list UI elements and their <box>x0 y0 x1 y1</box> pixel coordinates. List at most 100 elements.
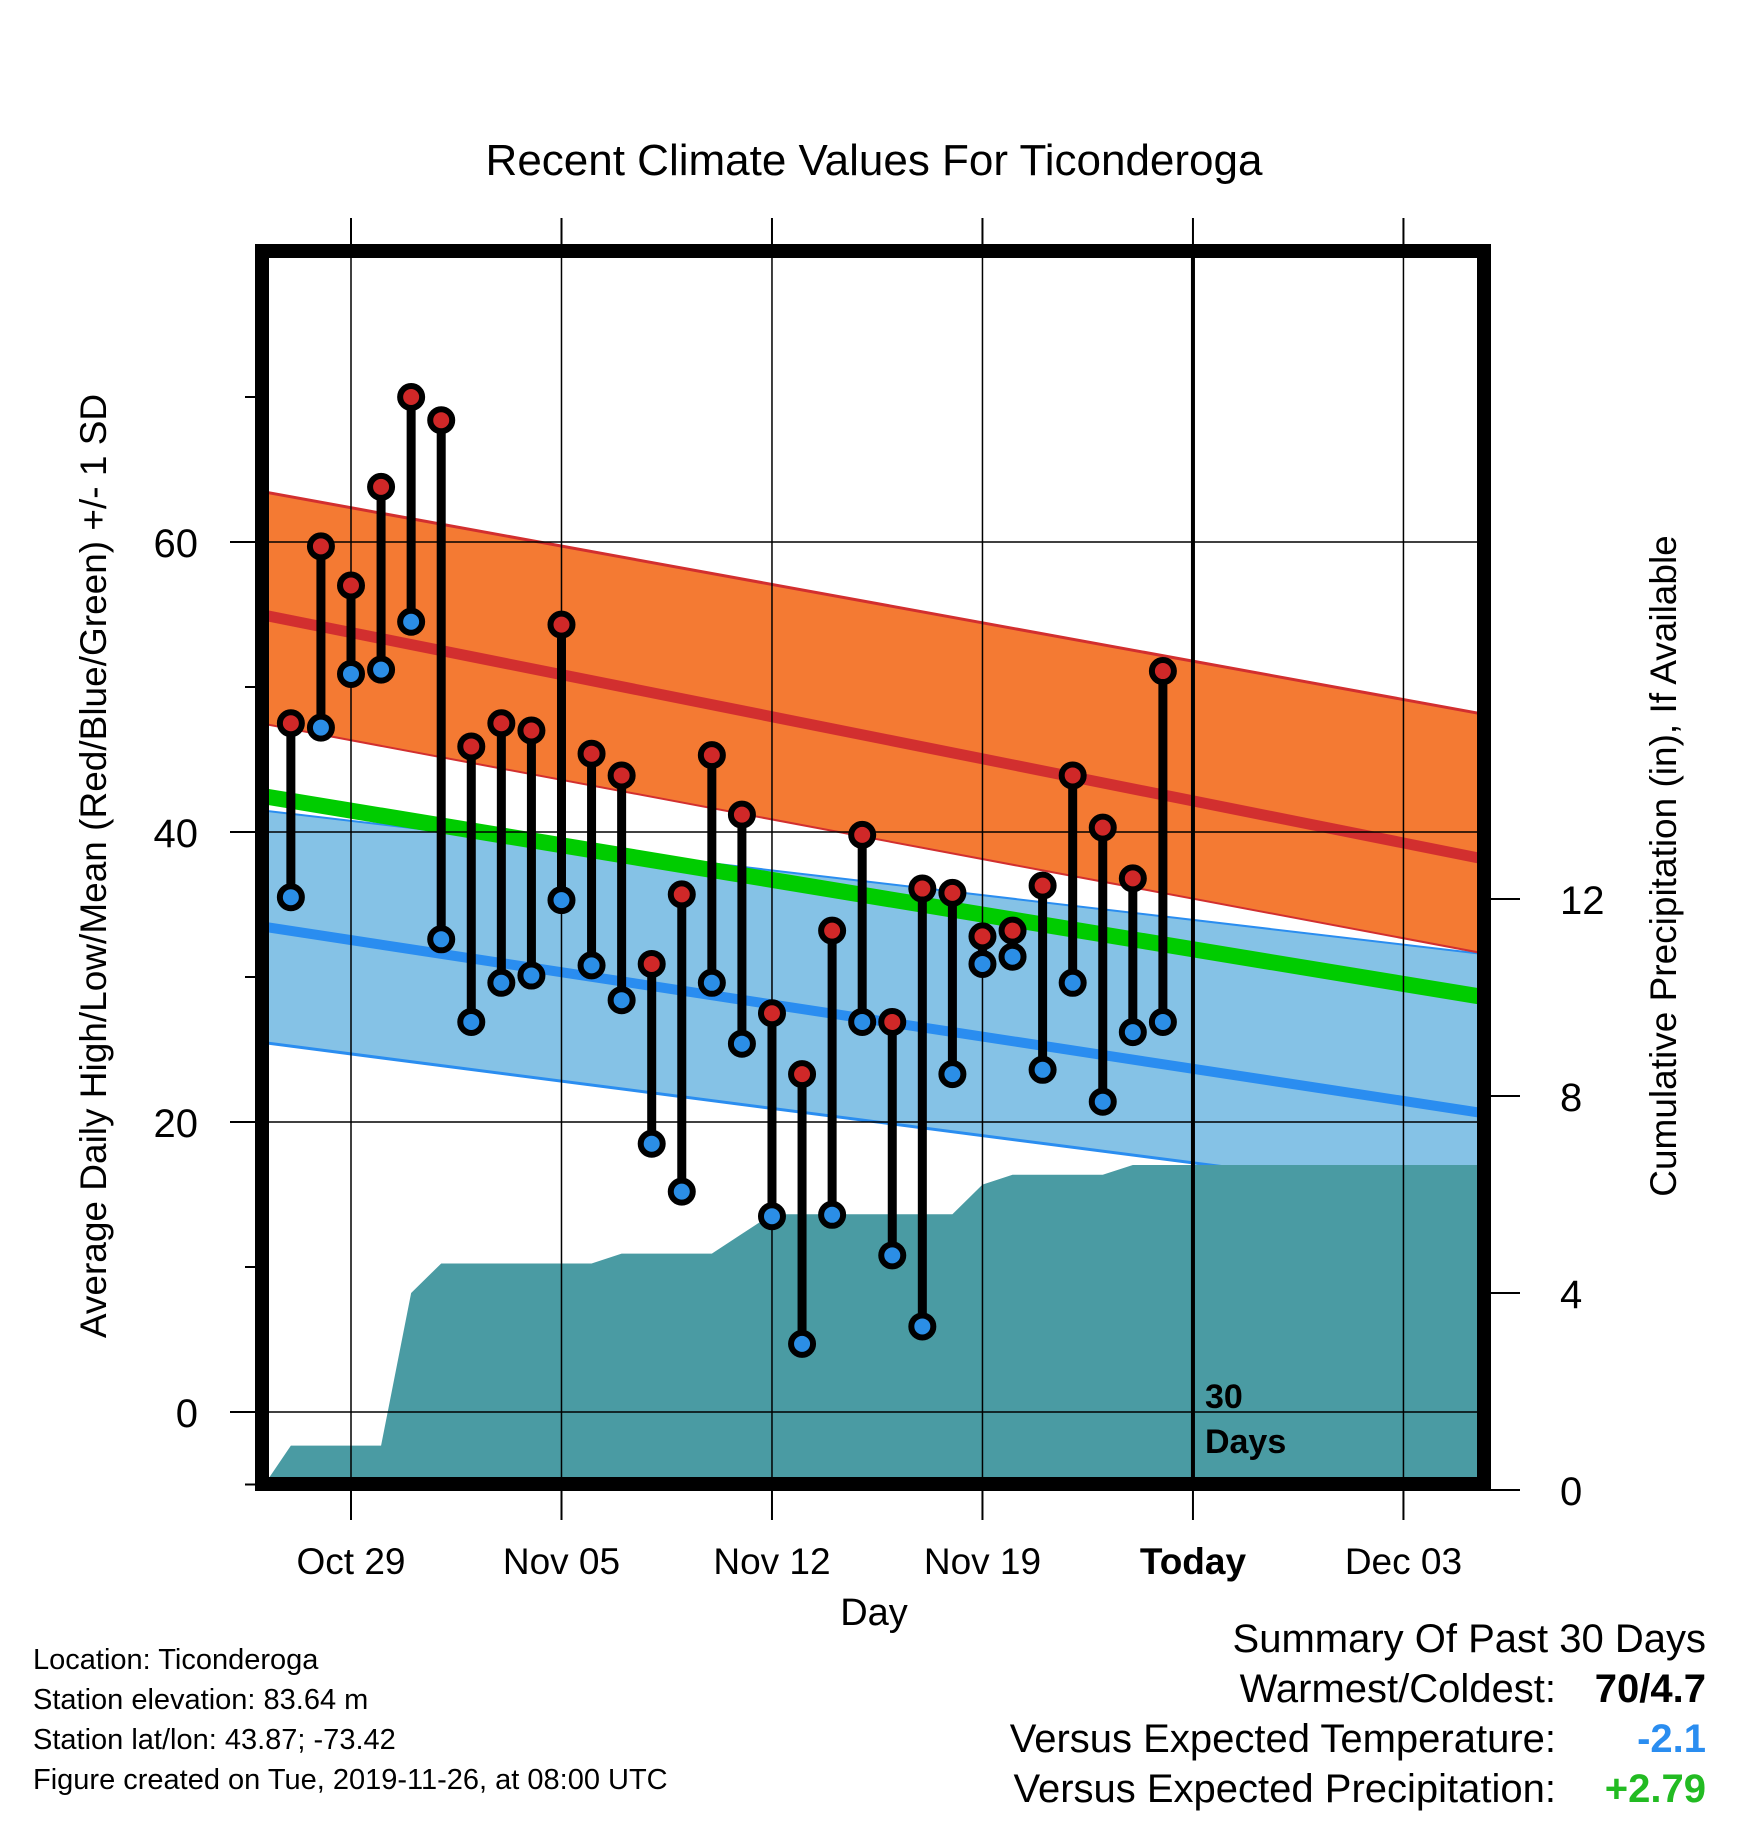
y2-tick-label: 12 <box>1560 879 1605 923</box>
high-plus-sd-line <box>262 489 1484 716</box>
high-temp-point <box>908 874 937 903</box>
x-tick-label: Today <box>1140 1541 1247 1582</box>
high-temp-point <box>788 1060 817 1089</box>
high-temp-point <box>457 732 486 761</box>
y-axis-label: Average Daily High/Low/Mean (Red/Blue/Gr… <box>73 394 114 1338</box>
low-temp-point <box>697 968 726 997</box>
high-normal-line <box>262 609 1484 865</box>
plot-layers: 30 Days <box>262 251 1484 1484</box>
x-tick-label: Oct 29 <box>297 1541 406 1582</box>
latlon-text: Station lat/lon: 43.87; -73.42 <box>33 1724 396 1756</box>
high-temp-point <box>276 709 305 738</box>
elevation-text: Station elevation: 83.64 m <box>33 1684 369 1716</box>
low-temp-point <box>397 607 426 636</box>
low-temp-point <box>306 713 335 742</box>
low-temp-point <box>1118 1018 1147 1047</box>
precip-area <box>262 1164 1484 1484</box>
y2-axis-label: Cumulative Precipitation (in), If Availa… <box>1643 535 1684 1197</box>
warmest-coldest-value: 70/4.7 <box>1594 1667 1706 1711</box>
low-temp-point <box>1088 1087 1117 1116</box>
low-temp-point <box>607 986 636 1015</box>
high-sd-band <box>262 491 1484 954</box>
low-temp-point <box>788 1329 817 1358</box>
high-temp-point <box>397 383 426 411</box>
low-temp-point <box>818 1200 847 1229</box>
today-label-count: 30 <box>1205 1378 1243 1416</box>
precip-anomaly-value: +2.79 <box>1604 1767 1706 1811</box>
high-temp-point <box>848 820 877 849</box>
low-temp-point <box>757 1202 786 1231</box>
high-temp-point <box>306 532 335 561</box>
low-temp-point <box>276 883 305 912</box>
high-temp-point <box>998 916 1027 945</box>
low-temp-point <box>908 1312 937 1341</box>
low-temp-point <box>517 961 546 990</box>
low-temp-point <box>667 1177 696 1206</box>
x-tick-label: Dec 03 <box>1345 1541 1462 1582</box>
x-tick-label: Nov 19 <box>924 1541 1041 1582</box>
high-temp-point <box>818 916 847 945</box>
y2-tick-label: 8 <box>1560 1076 1582 1120</box>
warmest-coldest-row: Warmest/Coldest: 70/4.7 <box>1010 1664 1706 1714</box>
low-temp-point <box>848 1007 877 1036</box>
high-temp-point <box>1088 813 1117 842</box>
high-temp-point <box>938 878 967 907</box>
low-temp-point <box>577 951 606 980</box>
high-temp-point <box>367 472 396 501</box>
high-temp-point <box>968 922 997 951</box>
x-tick-label: Nov 12 <box>713 1541 830 1582</box>
low-temp-point <box>457 1007 486 1036</box>
location-text: Location: Ticonderoga <box>33 1644 319 1676</box>
high-temp-point <box>427 406 456 435</box>
precip-anomaly-label: Versus Expected Precipitation: <box>1013 1767 1556 1811</box>
low-temp-point <box>547 886 576 915</box>
high-temp-point <box>337 571 365 600</box>
low-temp-point <box>878 1241 907 1270</box>
low-temp-point <box>367 655 396 684</box>
chart-title: Recent Climate Values For Ticonderoga <box>486 136 1263 185</box>
temp-anomaly-row: Versus Expected Temperature: -2.1 <box>1010 1714 1706 1764</box>
high-temp-point <box>637 949 666 978</box>
low-temp-point <box>968 949 997 978</box>
high-temp-point <box>1118 864 1147 893</box>
high-temp-point <box>878 1007 907 1036</box>
low-normal-line <box>262 921 1484 1119</box>
x-tick-label: Nov 05 <box>503 1541 620 1582</box>
station-info: Location: Ticonderoga Station elevation:… <box>33 1640 668 1800</box>
low-temp-point <box>337 659 365 688</box>
plot-frame <box>255 244 1491 1491</box>
warmest-coldest-label: Warmest/Coldest: <box>1239 1667 1556 1711</box>
high-temp-point <box>487 709 516 738</box>
temp-anomaly-value: -2.1 <box>1637 1717 1706 1761</box>
y-tick-label: 40 <box>154 812 199 856</box>
high-temp-point <box>517 716 546 745</box>
high-temp-point <box>1028 871 1057 900</box>
low-temp-point <box>1148 1007 1177 1036</box>
summary-panel: Summary Of Past 30 Days Warmest/Coldest:… <box>1010 1614 1706 1814</box>
y2-tick-label: 0 <box>1560 1470 1582 1514</box>
high-temp-point <box>757 999 786 1028</box>
high-temp-point <box>1058 761 1087 790</box>
low-temp-point <box>727 1029 756 1058</box>
axes: Oct 29 Nov 05 Nov 12 Nov 19 Today Dec 03 0 20 40… <box>154 218 1605 1582</box>
precip-anomaly-row: Versus Expected Precipitation: +2.79 <box>1010 1764 1706 1814</box>
temp-anomaly-label: Versus Expected Temperature: <box>1009 1717 1556 1761</box>
high-temp-point <box>577 739 606 768</box>
low-temp-point <box>938 1060 967 1089</box>
low-temp-point <box>487 968 516 997</box>
y2-tick-label: 4 <box>1560 1273 1582 1317</box>
x-axis-label: Day <box>840 1592 908 1634</box>
high-temp-point <box>1148 657 1177 686</box>
high-minus-sd-line <box>262 722 1484 955</box>
low-temp-point <box>1058 968 1087 997</box>
low-temp-point <box>1028 1055 1057 1084</box>
low-temp-point <box>637 1129 666 1158</box>
plot-area: 30 Days <box>262 251 1484 1484</box>
high-temp-point <box>727 800 756 829</box>
created-text: Figure created on Tue, 2019-11-26, at 08… <box>33 1764 668 1796</box>
summary-heading: Summary Of Past 30 Days <box>1232 1617 1706 1661</box>
y-tick-label: 20 <box>154 1102 199 1146</box>
y-tick-label: 60 <box>154 522 199 566</box>
low-temp-point <box>998 942 1027 971</box>
